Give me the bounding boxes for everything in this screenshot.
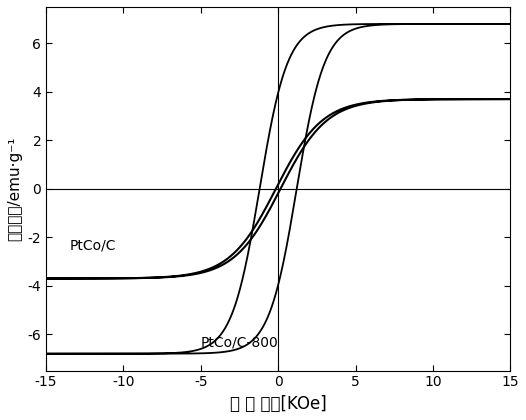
X-axis label: 施 加 磁场[KOe]: 施 加 磁场[KOe] xyxy=(230,395,327,413)
Y-axis label: 磁化强度/emu·g⁻¹: 磁化强度/emu·g⁻¹ xyxy=(7,136,22,241)
Text: PtCo/C: PtCo/C xyxy=(69,239,116,252)
Text: PtCo/C-800: PtCo/C-800 xyxy=(201,336,279,349)
